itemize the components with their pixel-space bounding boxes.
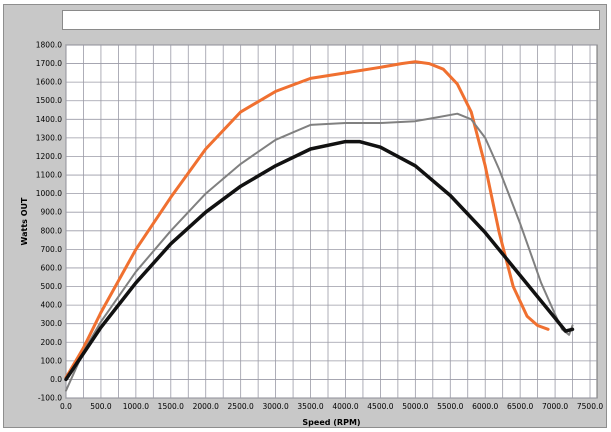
- y-tick-label: -100.0: [38, 394, 62, 403]
- y-tick-label: 800.0: [41, 226, 63, 235]
- series-line-2: [65, 112, 574, 392]
- x-tick-label: 2000.0: [193, 402, 219, 411]
- x-tick-label: 3500.0: [297, 402, 323, 411]
- y-tick-label: 500.0: [41, 282, 63, 291]
- y-tick-label: 1400.0: [36, 115, 62, 124]
- x-tick-label: 3000.0: [262, 402, 288, 411]
- x-tick-label: 4500.0: [367, 402, 393, 411]
- y-tick-label: 1100.0: [36, 171, 62, 180]
- y-tick-label: 0.0: [50, 375, 62, 384]
- x-tick-label: 6500.0: [507, 402, 533, 411]
- x-tick-label: 7000.0: [542, 402, 568, 411]
- plot-area: [65, 44, 598, 399]
- series-group: [64, 60, 575, 392]
- y-tick-label: 1500.0: [36, 96, 62, 105]
- x-tick-label: 2500.0: [228, 402, 254, 411]
- y-tick-label: 600.0: [41, 263, 63, 272]
- x-tick-label: 0.0: [60, 402, 72, 411]
- y-tick-label: 1700.0: [36, 59, 62, 68]
- y-tick-label: 200.0: [41, 338, 63, 347]
- x-tick-label: 1500.0: [158, 402, 184, 411]
- y-tick-label: 1000.0: [36, 189, 62, 198]
- y-tick-label: 1800.0: [36, 41, 62, 50]
- x-tick-label: 1000.0: [123, 402, 149, 411]
- x-tick-label: 500.0: [90, 402, 112, 411]
- series-line-1: [64, 60, 550, 380]
- y-tick-label: 1300.0: [36, 133, 62, 142]
- x-tick-label: 7500.0: [577, 402, 603, 411]
- x-tick-label: 5500.0: [437, 402, 463, 411]
- y-tick-label: 1200.0: [36, 152, 62, 161]
- x-axis-label: Speed (RPM): [302, 418, 360, 427]
- x-axis-ticks: 0.0 500.0 1000.0 1500.0 2000.0 2500.0 3000.0 35…: [60, 402, 603, 411]
- x-tick-label: 6000.0: [472, 402, 498, 411]
- y-axis-ticks: -100.0 0.0 100.0 200.0 300.0 400.0 500.0 600.0 7…: [36, 41, 62, 403]
- series-line-3: [64, 139, 575, 382]
- chart-title-box: [62, 10, 600, 30]
- y-tick-label: 300.0: [41, 319, 63, 328]
- x-tick-label: 5000.0: [402, 402, 428, 411]
- y-tick-label: 1600.0: [36, 78, 62, 87]
- grid-lines: [65, 44, 597, 399]
- x-tick-label: 4000.0: [332, 402, 358, 411]
- y-tick-label: 100.0: [41, 356, 63, 365]
- y-tick-label: 700.0: [41, 245, 63, 254]
- y-tick-label: 400.0: [41, 301, 63, 310]
- y-tick-label: 900.0: [41, 208, 63, 217]
- y-axis-label: Watts OUT: [20, 197, 29, 245]
